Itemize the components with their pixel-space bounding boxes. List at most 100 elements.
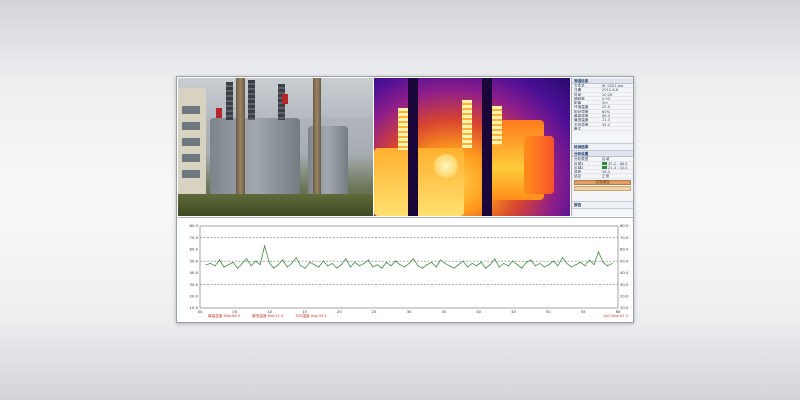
measure-row: 最低温度 21.3 [572, 118, 633, 123]
data-point [539, 263, 541, 264]
measure-rows: 文件名 IR_0001.jpg 日期 2012-6-8 时间 10:26 辐射率 0.95 距离… [572, 84, 633, 127]
plot-frame [199, 225, 619, 309]
x-tick-label: 50 [546, 309, 551, 314]
measure-row: 环境温度 25.0 [572, 105, 633, 110]
analysis-key: 分析类型 [574, 157, 589, 161]
wooden-pole [313, 78, 321, 216]
pole-cold-silhouette [408, 78, 418, 216]
data-point [390, 265, 392, 267]
sky-area [178, 78, 373, 118]
measure-row: 相对湿度 60% [572, 110, 633, 115]
legend-entry: 平均温度 Avg:35.2 [295, 314, 327, 318]
building [178, 88, 206, 203]
generate-report-button[interactable]: 生成报告 [574, 179, 631, 185]
data-point [345, 258, 347, 260]
data-point [372, 266, 374, 268]
analysis-key: 温差 [574, 170, 582, 174]
measure-row: 日期 2012-6-8 [572, 88, 633, 93]
color-swatch [602, 162, 607, 165]
analysis-key: 区域1 [574, 161, 584, 165]
data-point [485, 267, 487, 269]
data-point [602, 261, 604, 263]
data-point [458, 264, 460, 266]
measure-key: 辐射率 [574, 96, 585, 101]
y-tick-label-right: 30.0 [620, 282, 629, 287]
measure-row: 平均温度 35.2 [572, 123, 633, 127]
y-tick-label-right: 40.0 [620, 270, 629, 275]
data-point [219, 259, 220, 261]
data-point [313, 264, 315, 266]
y-tick-label-left: 40.0 [190, 270, 199, 275]
corner-note: Sp1 Max:47.5 [603, 314, 628, 318]
y-tick-label-left: 60.0 [190, 247, 199, 252]
report-label: 报告 [572, 201, 633, 209]
data-point [395, 260, 396, 262]
data-point [291, 263, 293, 264]
data-point [507, 265, 509, 267]
data-point [250, 265, 252, 267]
y-tick-label-right: 20.0 [620, 293, 629, 298]
data-point [327, 265, 329, 267]
data-point [246, 258, 248, 260]
data-point [413, 258, 414, 260]
data-point [322, 260, 324, 262]
measure-key: 最低温度 [574, 118, 589, 122]
analysis-value: 35.2 - 68.5 [602, 162, 633, 165]
data-point [336, 267, 338, 269]
analysis-row: 分析类型 区域 [572, 157, 633, 162]
note-row: 备注 [572, 127, 633, 132]
y-tick-label-right: 80.0 [620, 223, 629, 228]
data-point [259, 264, 261, 266]
y-tick-label-left: 80.0 [190, 223, 199, 228]
data-point [467, 266, 469, 268]
y-tick-label-right: 10.0 [620, 305, 629, 310]
data-point [489, 264, 491, 266]
data-point [575, 264, 577, 266]
data-point [349, 266, 351, 268]
temperature-trend-chart: 80.0 70.0 60.0 50.0 40.0 30.0 20.0 10.0 80.0 70.0… [178, 217, 633, 322]
data-point [232, 261, 234, 263]
data-point [494, 258, 496, 260]
progress-bar [574, 185, 631, 191]
measure-value: 35.2 [602, 122, 611, 126]
data-point [476, 265, 478, 267]
x-tick-label: 55 [581, 309, 586, 314]
measure-value: IR_0001.jpg [602, 84, 624, 88]
measure-key: 最高温度 [574, 114, 589, 118]
data-point [277, 264, 279, 266]
data-point [561, 257, 563, 259]
data-point [570, 266, 572, 268]
analysis-value: 区域 [602, 157, 610, 161]
legend-entry: 最高温度 Max:68.5 [208, 314, 241, 318]
section-header-analysis: 分析设置 [572, 151, 633, 158]
data-point [318, 266, 320, 268]
analysis-value: 26.5 [602, 170, 611, 174]
section-header-measure: 测温信息 [572, 78, 633, 84]
data-point [422, 267, 423, 269]
data-point [286, 266, 288, 268]
pole-cold-silhouette [482, 78, 492, 216]
analysis-value: 正常 [602, 174, 610, 178]
y-tick-label-left: 70.0 [190, 235, 199, 240]
data-point [304, 267, 306, 269]
analysis-row: 温差 26.5 [572, 170, 633, 175]
data-point [331, 263, 333, 264]
data-point [431, 261, 433, 263]
data-point [354, 261, 356, 263]
data-point [255, 260, 257, 262]
data-point [210, 263, 211, 264]
data-point [543, 266, 545, 268]
data-point [611, 263, 613, 264]
data-point [376, 264, 378, 266]
x-tick-label: 35 [441, 309, 446, 314]
data-point [309, 261, 311, 263]
info-panel: 测温信息 文件名 IR_0001.jpg 日期 2012-6-8 时间 10:26 辐射率 0… [571, 78, 633, 216]
data-point [340, 264, 342, 266]
series-line [205, 244, 613, 269]
data-point [516, 264, 518, 266]
data-point [385, 261, 387, 263]
y-tick-label-left: 50.0 [190, 258, 199, 263]
data-point [449, 265, 451, 267]
data-point [237, 267, 239, 269]
measure-value: 21.3 [602, 118, 611, 122]
